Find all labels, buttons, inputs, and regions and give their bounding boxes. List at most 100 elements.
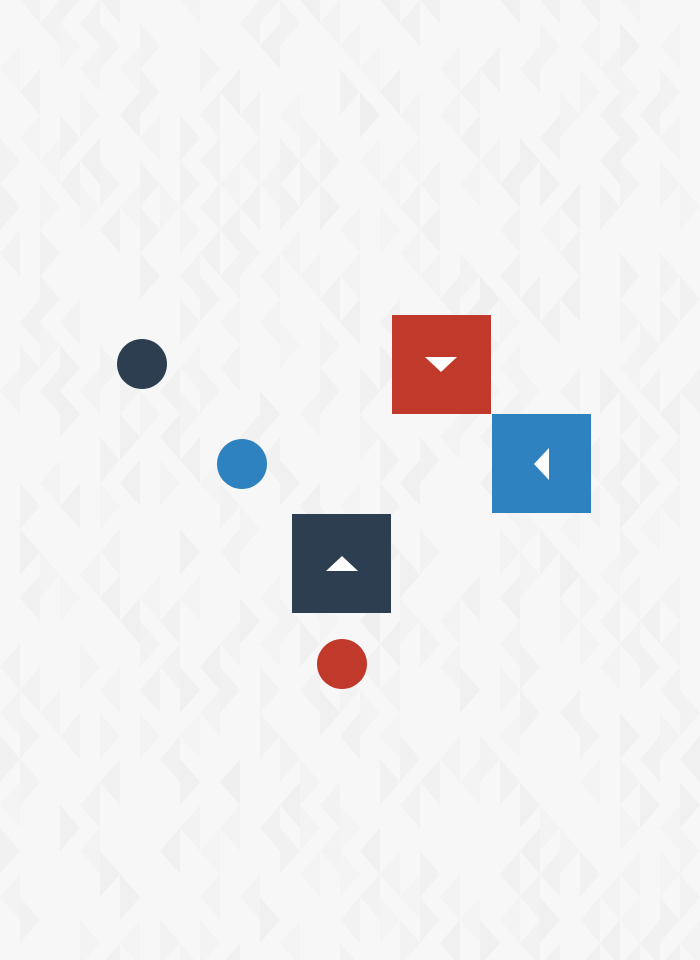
pattern-triangle — [580, 69, 600, 115]
pattern-triangle — [540, 23, 560, 69]
pattern-triangle — [400, 874, 420, 920]
pattern-triangle — [620, 575, 640, 621]
pattern-triangle — [220, 483, 240, 529]
pattern-triangle — [140, 69, 160, 115]
pattern-triangle — [100, 851, 120, 897]
pattern-triangle — [420, 529, 440, 575]
pattern-triangle — [640, 920, 660, 960]
pattern-triangle — [20, 759, 40, 805]
pattern-triangle — [460, 575, 480, 621]
pattern-triangle — [680, 874, 700, 920]
pattern-triangle — [320, 0, 340, 46]
pattern-triangle — [540, 161, 560, 207]
pattern-triangle — [220, 667, 240, 713]
pattern-triangle — [180, 437, 200, 483]
pattern-triangle — [0, 138, 20, 184]
pattern-triangle — [160, 644, 180, 690]
pattern-triangle — [400, 0, 420, 46]
pattern-triangle — [260, 575, 280, 621]
pattern-triangle — [400, 736, 420, 782]
pattern-triangle — [225, 943, 240, 960]
pattern-triangle — [40, 552, 60, 598]
pattern-triangle — [0, 368, 20, 414]
pattern-triangle — [680, 184, 700, 230]
pattern-triangle — [220, 69, 240, 115]
pattern-triangle — [380, 161, 400, 207]
pattern-triangle — [300, 759, 320, 805]
pattern-triangle — [100, 575, 120, 621]
pattern-triangle — [40, 460, 60, 506]
navy-block[interactable] — [292, 514, 391, 613]
pattern-triangle — [220, 759, 240, 805]
pattern-triangle — [620, 69, 640, 115]
pattern-triangle — [200, 460, 220, 506]
pattern-triangle — [240, 92, 260, 138]
pattern-triangle — [500, 851, 520, 897]
pattern-triangle — [60, 483, 80, 529]
pattern-triangle — [60, 0, 80, 23]
pattern-triangle — [40, 368, 60, 414]
red-block[interactable] — [392, 315, 491, 414]
pattern-triangle — [520, 368, 540, 414]
pattern-triangle — [320, 368, 340, 414]
pattern-triangle — [240, 506, 260, 552]
pattern-triangle — [600, 368, 620, 414]
pattern-triangle — [140, 667, 160, 713]
pattern-triangle — [160, 920, 180, 960]
pattern-triangle — [560, 690, 580, 736]
pattern-triangle — [660, 805, 680, 851]
pattern-triangle — [280, 828, 300, 874]
pattern-triangle — [340, 943, 355, 960]
pattern-triangle — [260, 391, 280, 437]
pattern-triangle — [0, 690, 20, 736]
pattern-triangle — [20, 115, 40, 161]
pattern-triangle — [540, 851, 560, 897]
pattern-triangle — [660, 575, 680, 621]
pattern-triangle — [0, 46, 20, 92]
pattern-triangle — [660, 23, 680, 69]
blue-block[interactable] — [492, 414, 591, 513]
pattern-triangle — [440, 736, 460, 782]
pattern-triangle — [100, 667, 120, 713]
pattern-triangle — [520, 644, 540, 690]
pattern-triangle — [680, 736, 700, 782]
pattern-triangle — [160, 598, 180, 644]
pattern-triangle — [280, 92, 300, 138]
pattern-triangle — [520, 276, 540, 322]
pattern-triangle — [620, 759, 640, 805]
pattern-triangle — [500, 253, 520, 299]
pattern-triangle — [500, 345, 520, 391]
pattern-triangle — [360, 138, 380, 184]
pattern-triangle — [280, 736, 300, 782]
pattern-triangle — [220, 805, 240, 851]
pattern-triangle — [460, 161, 480, 207]
pattern-triangle — [620, 621, 640, 667]
pattern-triangle — [440, 414, 460, 460]
pattern-triangle — [340, 69, 360, 115]
pattern-triangle — [340, 207, 360, 253]
pattern-triangle — [80, 184, 100, 230]
pattern-triangle — [680, 782, 700, 828]
pattern-triangle — [180, 299, 200, 345]
pattern-triangle — [420, 437, 440, 483]
pattern-triangle — [600, 920, 620, 960]
pattern-triangle — [340, 897, 360, 943]
pattern-triangle — [240, 0, 260, 46]
pattern-triangle — [360, 46, 380, 92]
pattern-triangle — [0, 644, 20, 690]
pattern-triangle — [80, 920, 100, 960]
pattern-triangle — [600, 598, 620, 644]
pattern-triangle — [380, 851, 400, 897]
pattern-triangle — [680, 828, 700, 874]
pattern-triangle — [0, 782, 20, 828]
pattern-triangle — [100, 23, 120, 69]
pattern-triangle — [260, 713, 280, 759]
pattern-triangle — [520, 828, 540, 874]
pattern-triangle — [620, 391, 640, 437]
pattern-triangle — [600, 92, 620, 138]
pattern-triangle — [460, 897, 480, 943]
pattern-triangle — [440, 598, 460, 644]
pattern-triangle — [580, 759, 600, 805]
pattern-triangle — [60, 23, 80, 69]
pattern-triangle — [620, 161, 640, 207]
